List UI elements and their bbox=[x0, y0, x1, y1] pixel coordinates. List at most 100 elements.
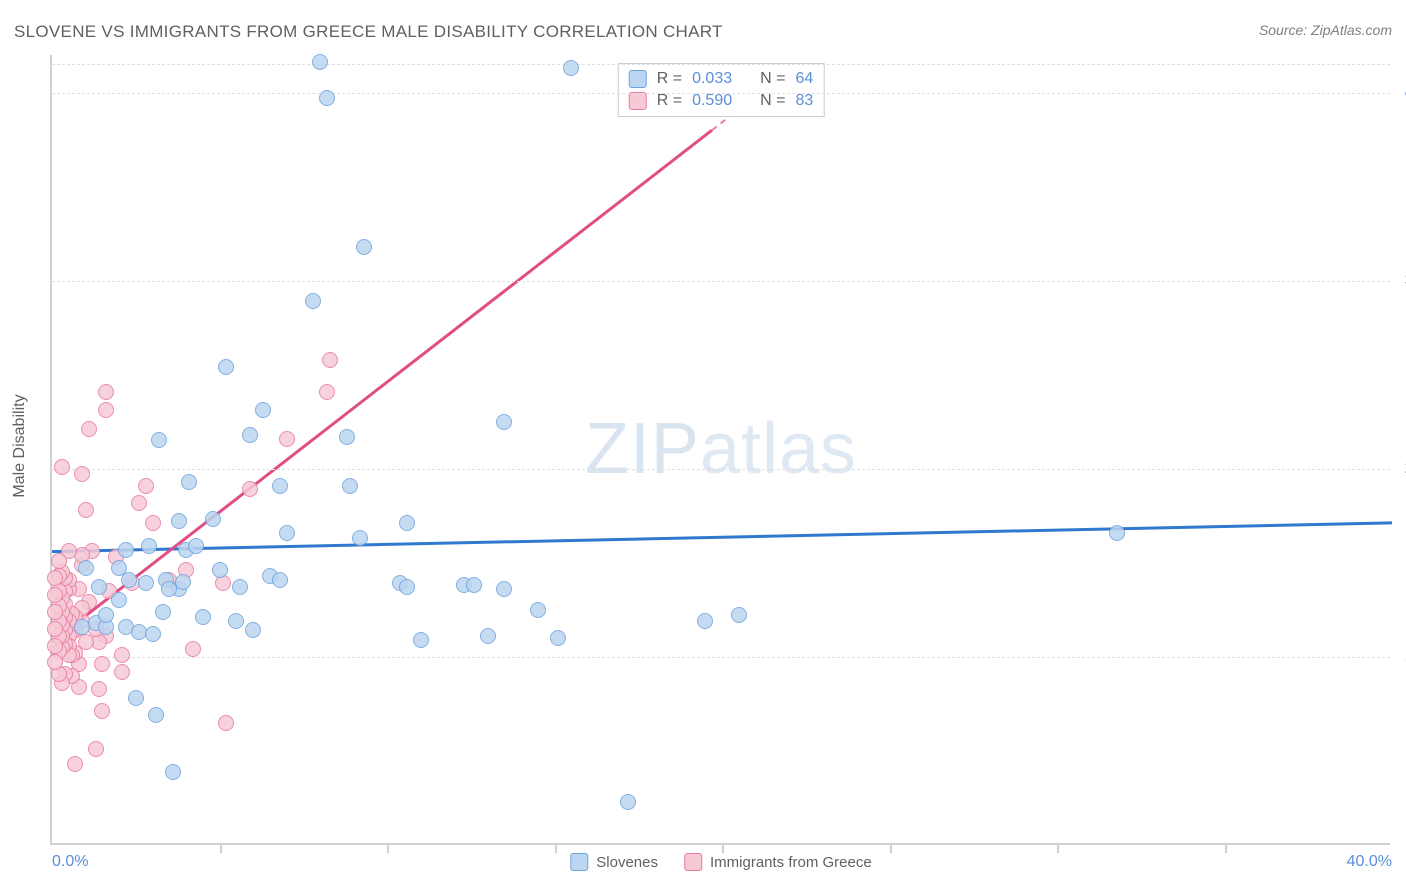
chart-container: ZIPatlas R =0.033N =64R =0.590N =83 Slov… bbox=[50, 55, 1390, 845]
data-point bbox=[480, 628, 496, 644]
data-point bbox=[145, 515, 161, 531]
data-point bbox=[697, 613, 713, 629]
data-point bbox=[54, 459, 70, 475]
y-tick-label: 40.0% bbox=[1395, 84, 1406, 102]
data-point bbox=[138, 478, 154, 494]
legend-swatch bbox=[629, 92, 647, 110]
data-point bbox=[563, 60, 579, 76]
x-tick bbox=[1225, 843, 1227, 853]
data-point bbox=[245, 622, 261, 638]
r-label: R = bbox=[657, 68, 682, 90]
gridline bbox=[52, 281, 1390, 282]
data-point bbox=[312, 54, 328, 70]
data-point bbox=[47, 604, 63, 620]
legend-swatch bbox=[684, 853, 702, 871]
legend-swatch bbox=[629, 70, 647, 88]
data-point bbox=[279, 431, 295, 447]
data-point bbox=[342, 478, 358, 494]
r-value: 0.033 bbox=[692, 68, 732, 90]
data-point bbox=[242, 481, 258, 497]
gridline bbox=[52, 64, 1390, 65]
y-tick-label: 20.0% bbox=[1395, 460, 1406, 478]
plot-area: ZIPatlas R =0.033N =64R =0.590N =83 Slov… bbox=[50, 55, 1390, 845]
data-point bbox=[185, 641, 201, 657]
x-tick-label: 40.0% bbox=[1347, 853, 1392, 871]
trend-lines-overlay bbox=[52, 55, 1392, 845]
data-point bbox=[218, 715, 234, 731]
data-point bbox=[94, 703, 110, 719]
data-point bbox=[399, 515, 415, 531]
data-point bbox=[47, 570, 63, 586]
data-point bbox=[98, 384, 114, 400]
data-point bbox=[212, 562, 228, 578]
source-attribution: Source: ZipAtlas.com bbox=[1259, 22, 1392, 38]
data-point bbox=[496, 581, 512, 597]
data-point bbox=[466, 577, 482, 593]
n-value: 64 bbox=[795, 68, 813, 90]
data-point bbox=[114, 664, 130, 680]
data-point bbox=[181, 474, 197, 490]
data-point bbox=[171, 513, 187, 529]
data-point bbox=[91, 579, 107, 595]
legend-label: Slovenes bbox=[596, 854, 658, 871]
data-point bbox=[620, 794, 636, 810]
data-point bbox=[81, 421, 97, 437]
data-point bbox=[319, 384, 335, 400]
data-point bbox=[94, 656, 110, 672]
data-point bbox=[242, 427, 258, 443]
data-point bbox=[74, 466, 90, 482]
legend-item: Immigrants from Greece bbox=[684, 853, 872, 871]
data-point bbox=[218, 359, 234, 375]
data-point bbox=[550, 630, 566, 646]
legend-item: Slovenes bbox=[570, 853, 658, 871]
data-point bbox=[138, 575, 154, 591]
data-point bbox=[118, 542, 134, 558]
correlation-legend: R =0.033N =64R =0.590N =83 bbox=[618, 63, 825, 117]
chart-title: SLOVENE VS IMMIGRANTS FROM GREECE MALE D… bbox=[14, 22, 723, 42]
legend-swatch bbox=[570, 853, 588, 871]
data-point bbox=[98, 607, 114, 623]
legend-label: Immigrants from Greece bbox=[710, 854, 872, 871]
trend-line bbox=[52, 521, 1392, 551]
data-point bbox=[78, 502, 94, 518]
x-tick bbox=[387, 843, 389, 853]
data-point bbox=[731, 607, 747, 623]
watermark-bold: ZIP bbox=[585, 409, 700, 489]
x-tick bbox=[722, 843, 724, 853]
data-point bbox=[148, 707, 164, 723]
data-point bbox=[305, 293, 321, 309]
data-point bbox=[91, 681, 107, 697]
x-tick bbox=[220, 843, 222, 853]
data-point bbox=[145, 626, 161, 642]
data-point bbox=[151, 432, 167, 448]
data-point bbox=[175, 574, 191, 590]
data-point bbox=[413, 632, 429, 648]
data-point bbox=[232, 579, 248, 595]
data-point bbox=[141, 538, 157, 554]
data-point bbox=[98, 402, 114, 418]
data-point bbox=[47, 654, 63, 670]
data-point bbox=[51, 553, 67, 569]
x-tick bbox=[1057, 843, 1059, 853]
data-point bbox=[228, 613, 244, 629]
data-point bbox=[47, 621, 63, 637]
data-point bbox=[399, 579, 415, 595]
y-tick-label: 10.0% bbox=[1395, 648, 1406, 666]
data-point bbox=[88, 741, 104, 757]
data-point bbox=[255, 402, 271, 418]
data-point bbox=[352, 530, 368, 546]
data-point bbox=[356, 239, 372, 255]
data-point bbox=[319, 90, 335, 106]
watermark-thin: atlas bbox=[700, 409, 857, 489]
data-point bbox=[195, 609, 211, 625]
data-point bbox=[1109, 525, 1125, 541]
data-point bbox=[165, 764, 181, 780]
legend-row: R =0.033N =64 bbox=[629, 68, 814, 90]
gridline bbox=[52, 657, 1390, 658]
gridline bbox=[52, 469, 1390, 470]
data-point bbox=[188, 538, 204, 554]
data-point bbox=[47, 587, 63, 603]
watermark: ZIPatlas bbox=[585, 408, 857, 490]
trend-line bbox=[52, 130, 712, 642]
data-point bbox=[111, 592, 127, 608]
